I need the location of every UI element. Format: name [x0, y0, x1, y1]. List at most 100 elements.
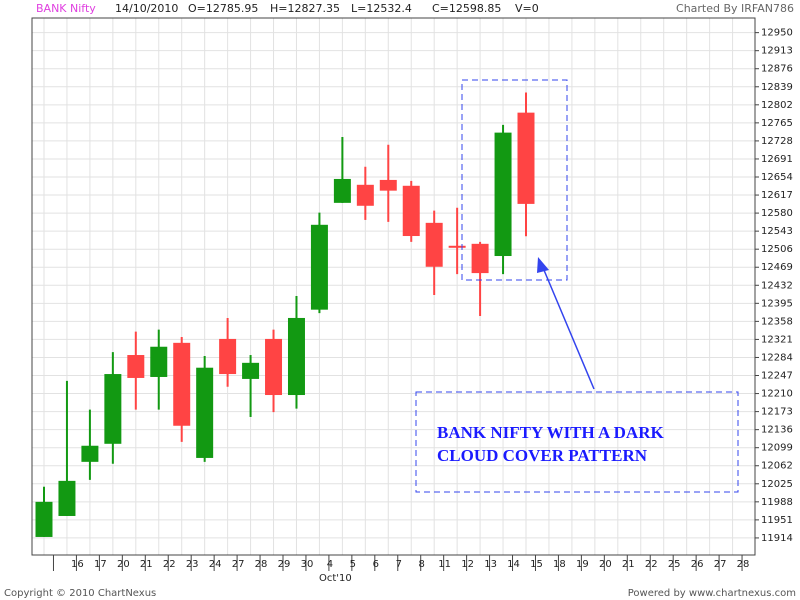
x-tick-label: 28	[255, 559, 268, 570]
x-tick-label: 7	[396, 559, 402, 570]
y-tick-label: 12321	[761, 334, 793, 345]
highlight-box	[461, 79, 568, 281]
x-tick-label: 19	[576, 559, 589, 570]
y-tick-label: 12839	[761, 82, 793, 93]
grid	[32, 18, 755, 555]
y-tick-label: 12765	[761, 118, 793, 129]
y-tick-label: 12876	[761, 64, 793, 75]
y-tick-label: 12099	[761, 443, 793, 454]
y-tick-label: 12136	[761, 425, 793, 436]
x-tick-label: 27	[232, 559, 245, 570]
candle-body	[402, 185, 420, 237]
y-tick-label: 12210	[761, 389, 793, 400]
candle-body	[379, 179, 397, 191]
candle-body	[471, 243, 489, 274]
candle-body	[287, 317, 305, 396]
annotation-box	[415, 391, 739, 493]
x-tick-label: 24	[209, 559, 222, 570]
header-close: C=12598.85	[432, 2, 501, 15]
header-low: L=12532.4	[351, 2, 412, 15]
arrow-line	[540, 262, 595, 390]
x-tick-label: 5	[350, 559, 356, 570]
candle-body	[127, 355, 145, 378]
x-tick-label: 13	[484, 559, 497, 570]
annotation-line: BANK NIFTY WITH A DARK	[437, 423, 664, 442]
y-tick-label: 12284	[761, 352, 793, 363]
plot-frame	[31, 17, 756, 556]
header-open: O=12785.95	[188, 2, 258, 15]
x-tick-label: 11	[438, 559, 451, 570]
x-tick-label: 30	[301, 559, 314, 570]
candle-body	[265, 338, 283, 396]
y-tick-label: 12617	[761, 190, 793, 201]
y-tick-label: 12173	[761, 407, 793, 418]
candles	[35, 92, 535, 537]
y-tick-label: 12654	[761, 172, 793, 183]
y-tick-label: 12247	[761, 371, 793, 382]
x-tick-label: 22	[163, 559, 176, 570]
arrow-head	[537, 257, 549, 273]
x-tick-label: 23	[186, 559, 199, 570]
annotation-line: CLOUD COVER PATTERN	[437, 446, 648, 465]
x-tick-label: 14	[507, 559, 520, 570]
candle-body	[356, 184, 374, 206]
y-tick-label: 12506	[761, 244, 793, 255]
header-high: H=12827.35	[270, 2, 340, 15]
y-tick-label: 11988	[761, 497, 793, 508]
candle-body	[494, 132, 512, 257]
y-tick-label: 12395	[761, 298, 793, 309]
candle-body	[219, 338, 237, 375]
x-tick-label: 27	[714, 559, 727, 570]
chart-title: BANK Nifty	[36, 2, 96, 15]
y-tick-label: 12728	[761, 136, 793, 147]
credit: Charted By IRFAN786	[676, 2, 794, 15]
y-tick-label: 11914	[761, 533, 793, 544]
footer-left: Copyright © 2010 ChartNexus	[4, 588, 156, 599]
x-tick-label: 28	[737, 559, 750, 570]
candle-body	[448, 245, 466, 248]
candle-body	[35, 501, 53, 537]
x-tick-label: 20	[117, 559, 130, 570]
x-tick-label: 4	[327, 559, 333, 570]
y-tick-label: 12025	[761, 479, 793, 490]
x-tick-label: 25	[668, 559, 681, 570]
candle-body	[425, 222, 443, 267]
y-tick-label: 12802	[761, 100, 793, 111]
y-tick-label: 12062	[761, 461, 793, 472]
y-tick-label: 12691	[761, 154, 793, 165]
x-tick-label: 18	[553, 559, 566, 570]
candle-body	[517, 112, 535, 204]
y-tick-label: 12543	[761, 226, 793, 237]
x-tick-label: 22	[645, 559, 658, 570]
x-tick-label: 12	[461, 559, 474, 570]
footer-right: Powered by www.chartnexus.com	[628, 588, 796, 599]
x-tick-label: 17	[94, 559, 107, 570]
candle-body	[333, 178, 351, 203]
y-tick-label: 12950	[761, 28, 793, 39]
x-tick-label: 8	[419, 559, 425, 570]
x-tick-label: 21	[622, 559, 635, 570]
y-tick-label: 12913	[761, 46, 793, 57]
x-tick-label: 16	[71, 559, 84, 570]
candle-body	[81, 445, 99, 462]
candle-body	[196, 367, 214, 458]
header-date: 14/10/2010	[115, 2, 178, 15]
candle-body	[150, 346, 168, 377]
x-tick-label: 6	[373, 559, 379, 570]
candle-body	[104, 374, 122, 444]
candle-body	[242, 362, 260, 379]
y-tick-label: 11951	[761, 515, 793, 526]
x-tick-label: 20	[599, 559, 612, 570]
y-tick-label: 12469	[761, 262, 793, 273]
candle-body	[58, 480, 76, 516]
y-tick-label: 12432	[761, 280, 793, 291]
candle-body	[310, 224, 328, 310]
x-tick-label: 21	[140, 559, 153, 570]
month-label: Oct'10	[319, 573, 352, 584]
x-tick-label: 15	[530, 559, 543, 570]
header-volume: V=0	[515, 2, 539, 15]
x-tick-label: 26	[691, 559, 704, 570]
x-tick-label: 29	[278, 559, 291, 570]
